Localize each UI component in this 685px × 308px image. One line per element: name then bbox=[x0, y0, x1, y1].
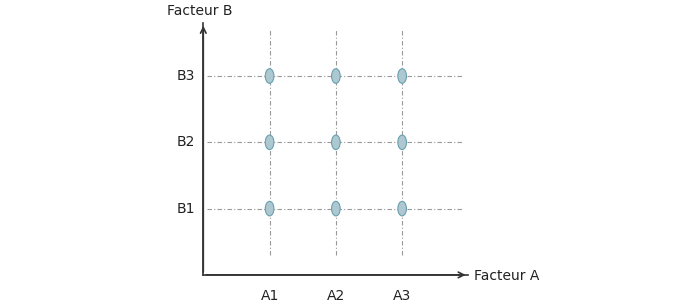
Text: A3: A3 bbox=[393, 290, 411, 303]
Text: A2: A2 bbox=[327, 290, 345, 303]
Text: B3: B3 bbox=[177, 69, 195, 83]
Ellipse shape bbox=[332, 201, 340, 216]
Ellipse shape bbox=[398, 69, 406, 83]
Ellipse shape bbox=[398, 135, 406, 150]
Ellipse shape bbox=[332, 135, 340, 150]
Ellipse shape bbox=[265, 201, 274, 216]
Ellipse shape bbox=[265, 135, 274, 150]
Text: Facteur A: Facteur A bbox=[474, 269, 539, 283]
Ellipse shape bbox=[332, 69, 340, 83]
Ellipse shape bbox=[265, 69, 274, 83]
Text: Facteur B: Facteur B bbox=[167, 4, 232, 18]
Text: B2: B2 bbox=[177, 135, 195, 149]
Text: B1: B1 bbox=[177, 202, 195, 216]
Text: A1: A1 bbox=[260, 290, 279, 303]
Ellipse shape bbox=[398, 201, 406, 216]
